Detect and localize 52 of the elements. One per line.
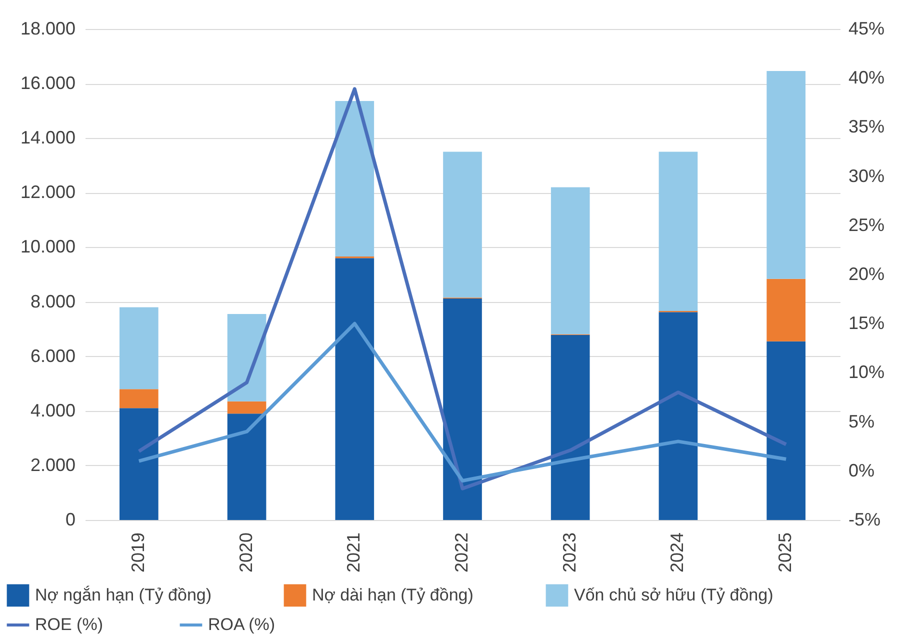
- bar: [335, 101, 374, 256]
- bar: [120, 389, 158, 408]
- bar: [227, 414, 266, 520]
- y2-tick-label: 45%: [848, 18, 885, 38]
- bar: [443, 152, 482, 298]
- y2-tick-label: 10%: [848, 362, 885, 382]
- y-tick-label: 6.000: [30, 346, 76, 366]
- y2-tick-label: 15%: [848, 313, 885, 334]
- y-tick-label: 10.000: [20, 236, 76, 257]
- legend-label: Vốn chủ sở hữu (Tỷ đồng): [574, 585, 774, 604]
- bar: [335, 258, 374, 520]
- y2-tick-label: 35%: [848, 116, 885, 137]
- bar: [658, 152, 698, 312]
- y2-tick-label: 0%: [848, 460, 875, 480]
- y-tick-label: 2.000: [30, 454, 76, 475]
- y-tick-label: 0: [65, 510, 76, 530]
- legend-label: Nợ ngắn hạn (Tỷ đồng): [35, 585, 212, 604]
- line-series: [137, 322, 788, 482]
- bar: [550, 335, 590, 520]
- x-tick-label: 2019: [128, 532, 148, 573]
- line-series: [137, 87, 788, 490]
- y2-tick-label: 25%: [848, 214, 885, 235]
- bar: [227, 401, 266, 414]
- bar: [766, 341, 806, 520]
- legend-label: Nợ dài hạn (Tỷ đồng): [312, 585, 474, 604]
- x-tick-label: 2024: [667, 532, 688, 573]
- y2-tick-label: 30%: [848, 166, 885, 186]
- x-tick-label: 2021: [344, 532, 364, 573]
- y2-tick-label: 20%: [848, 264, 885, 284]
- y2-tick-label: 40%: [848, 68, 885, 88]
- bar: [658, 312, 698, 520]
- bar: [120, 307, 158, 390]
- bar: [766, 278, 806, 342]
- bar: [120, 408, 158, 520]
- y-tick-label: 8.000: [30, 291, 76, 312]
- x-tick-label: 2020: [236, 532, 256, 573]
- y-tick-label: 4.000: [30, 400, 76, 420]
- y-tick-label: 16.000: [20, 73, 76, 94]
- x-tick-label: 2025: [775, 532, 796, 573]
- bar: [766, 71, 806, 279]
- y-tick-label: 14.000: [20, 128, 76, 148]
- bar: [227, 314, 266, 402]
- legend-label: ROE (%): [35, 615, 103, 634]
- bar: [443, 298, 482, 520]
- x-tick-label: 2022: [452, 532, 472, 573]
- bar: [550, 187, 590, 334]
- y-tick-label: 18.000: [20, 18, 76, 38]
- y2-tick-label: 5%: [848, 411, 875, 432]
- legend-label: ROA (%): [208, 615, 276, 634]
- x-tick-label: 2023: [559, 532, 580, 573]
- y2-tick-label: -5%: [848, 510, 881, 530]
- y-tick-label: 12.000: [20, 182, 76, 202]
